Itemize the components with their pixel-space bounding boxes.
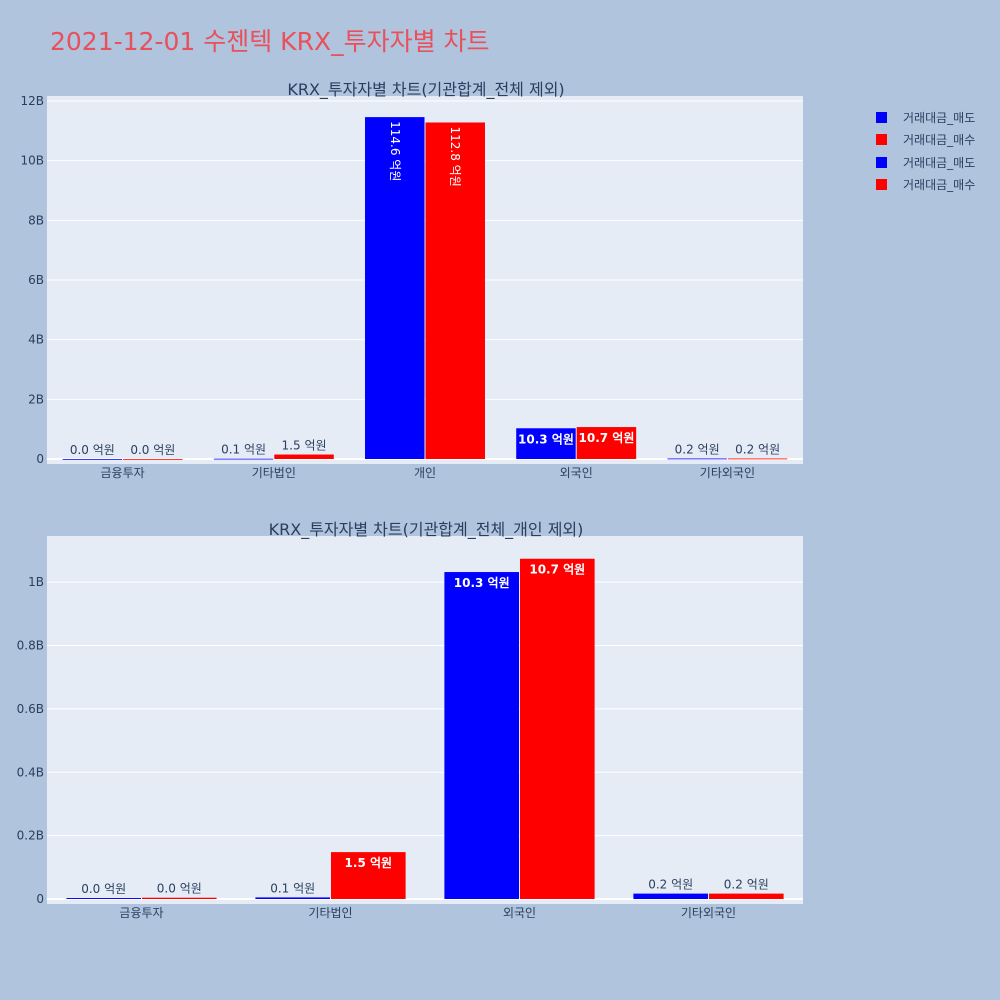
bar[interactable] [727, 458, 788, 460]
y-tick-label: 0.2B [17, 829, 44, 843]
legend-item[interactable]: 거래대금_매수 [876, 174, 975, 197]
data-label: 0.2 억원 [648, 878, 693, 892]
x-tick-label: 금융투자 [119, 906, 163, 920]
y-tick-label: 1B [28, 575, 44, 589]
x-tick-label: 기타외국인 [681, 906, 736, 920]
bar[interactable] [66, 898, 141, 899]
legend-swatch-buy [876, 134, 887, 146]
y-tick-label: 0.8B [17, 639, 44, 653]
data-label: 10.7 억원 [529, 563, 585, 577]
data-label: 0.2 억원 [675, 442, 720, 456]
bar[interactable] [123, 458, 183, 460]
chart-panel-1: 0 2B 4B 6B 8B 10B 12B KRX_투자자별 차트(기관합계_전체 제외) 금융… [20, 80, 803, 480]
x-tick-label: 외국인 [503, 906, 536, 920]
data-label: 10.3 억원 [518, 432, 574, 446]
y-tick-label: 10B [20, 154, 44, 168]
legend-label: 거래대금_매도 [903, 110, 976, 125]
bar[interactable] [142, 897, 217, 899]
legend-swatch-sell [876, 111, 887, 123]
data-label: 0.0 억원 [157, 882, 202, 896]
y-tick-label: 12B [20, 94, 44, 108]
bar[interactable] [62, 458, 123, 460]
legend-label: 거래대금_매도 [903, 155, 976, 170]
legend-item[interactable]: 거래대금_매수 [876, 129, 975, 152]
legend-label: 거래대금_매수 [903, 133, 976, 148]
x-tick-label: 금융투자 [101, 466, 145, 480]
bar[interactable] [255, 897, 330, 899]
data-label: 114.6 억원 [388, 121, 402, 181]
data-label: 0.2 억원 [735, 442, 780, 456]
bar[interactable] [365, 117, 425, 460]
data-label: 10.7 억원 [579, 431, 635, 445]
y-tick-label: 6B [28, 273, 44, 287]
chart-title: KRX_투자자별 차트(기관합계_전체_개인 제외) [269, 520, 584, 540]
x-tick-label: 기타외국인 [700, 466, 755, 480]
legend-swatch-buy [876, 179, 887, 191]
bar[interactable] [709, 893, 784, 899]
y-tick-label: 8B [28, 213, 44, 227]
bar[interactable] [274, 454, 334, 459]
data-label: 1.5 억원 [282, 439, 327, 453]
chart-title: KRX_투자자별 차트(기관합계_전체 제외) [287, 80, 564, 100]
data-label: 0.2 억원 [724, 878, 769, 892]
data-label: 0.0 억원 [70, 443, 115, 457]
legend-swatch-sell [876, 156, 887, 168]
legend-item[interactable]: 거래대금_매도 [876, 151, 975, 174]
page-title: 2021-12-01 수젠텍 KRX_투자자별 차트 [50, 27, 490, 56]
data-label: 0.1 억원 [270, 881, 315, 895]
bar[interactable] [213, 458, 274, 460]
legend: 거래대금_매도 거래대금_매수 거래대금_매도 거래대금_매수 [876, 106, 975, 196]
bar[interactable] [444, 572, 519, 899]
data-label: 0.0 억원 [130, 443, 175, 457]
bar[interactable] [425, 122, 485, 459]
data-label: 10.3 억원 [454, 576, 510, 590]
x-tick-label: 개인 [414, 466, 436, 480]
bar[interactable] [633, 893, 708, 899]
bar[interactable] [331, 852, 406, 899]
y-tick-label: 0 [36, 452, 44, 466]
data-label: 0.0 억원 [81, 882, 126, 896]
y-tick-label: 4B [28, 333, 44, 347]
data-label: 0.1 억원 [221, 443, 266, 457]
y-tick-label: 0.4B [17, 765, 44, 779]
legend-item[interactable]: 거래대금_매도 [876, 106, 975, 129]
chart-panel-2: 0 0.2B 0.4B 0.6B 0.8B 1B KRX_투자자별 차트(기관합계_전체_개… [17, 520, 803, 920]
bar[interactable] [520, 558, 595, 899]
x-tick-label: 기타법인 [308, 906, 352, 920]
data-label: 112.8 억원 [448, 126, 462, 186]
x-tick-label: 기타법인 [252, 466, 296, 480]
legend-label: 거래대금_매수 [903, 178, 976, 193]
bar[interactable] [516, 428, 576, 459]
y-tick-label: 0 [36, 892, 44, 906]
bar[interactable] [667, 458, 727, 460]
plot-area [47, 536, 803, 904]
y-tick-label: 0.6B [17, 702, 44, 716]
y-tick-label: 2B [28, 392, 44, 406]
data-label: 1.5 억원 [345, 856, 393, 870]
bar[interactable] [576, 427, 637, 459]
x-tick-label: 외국인 [560, 466, 593, 480]
